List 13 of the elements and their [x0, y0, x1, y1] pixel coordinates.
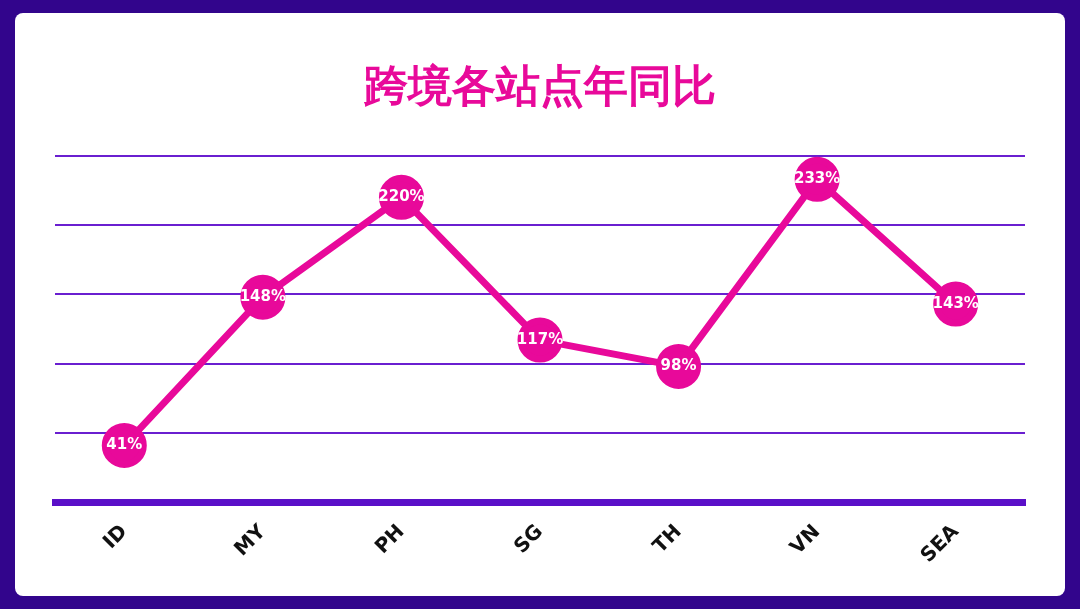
data-label: 98%	[660, 356, 697, 375]
chart-title: 跨境各站点年同比	[363, 59, 716, 111]
x-tick-label: ID	[97, 518, 132, 553]
data-label: 233%	[793, 169, 841, 188]
x-tick-label: SG	[508, 518, 548, 558]
data-label: 220%	[378, 187, 425, 206]
data-label: 41%	[106, 435, 143, 454]
x-tick-label: VN	[784, 518, 825, 559]
x-tick-label: TH	[647, 518, 686, 558]
data-label: 148%	[239, 287, 287, 306]
x-tick-label: MY	[228, 518, 271, 561]
data-label: 117%	[516, 330, 564, 348]
x-tick-label: PH	[369, 518, 409, 559]
